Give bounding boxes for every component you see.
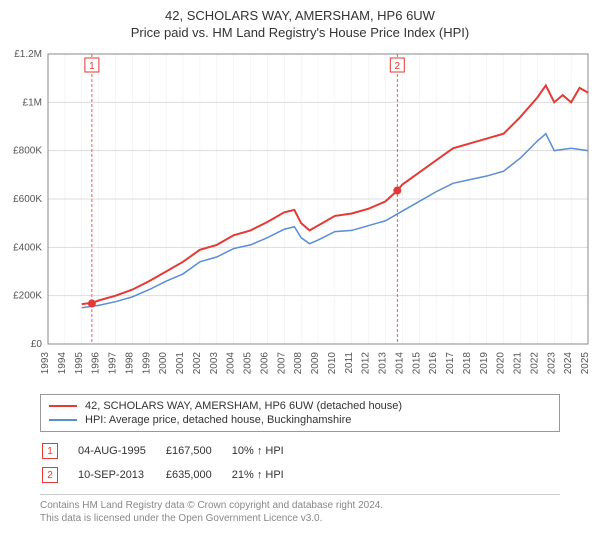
svg-text:1998: 1998 (124, 352, 135, 375)
chart-subtitle: Price paid vs. HM Land Registry's House … (0, 25, 600, 40)
svg-text:1994: 1994 (57, 352, 68, 375)
legend-item: HPI: Average price, detached house, Buck… (49, 413, 551, 427)
chart-title: 42, SCHOLARS WAY, AMERSHAM, HP6 6UW (0, 8, 600, 23)
marker-flag-number: 2 (395, 61, 401, 72)
svg-text:2002: 2002 (192, 352, 203, 375)
license-line: This data is licensed under the Open Gov… (40, 512, 560, 525)
svg-text:£600K: £600K (13, 194, 42, 205)
price-points-table: 1 04-AUG-1995£167,50010% ↑ HPI 2 10-SEP-201… (40, 438, 304, 488)
price-point-dot (394, 187, 401, 194)
svg-text:2012: 2012 (361, 352, 372, 375)
table-row: 1 04-AUG-1995£167,50010% ↑ HPI (42, 440, 302, 462)
license-line: Contains HM Land Registry data © Crown c… (40, 499, 560, 512)
svg-text:2013: 2013 (378, 352, 389, 375)
license-text: Contains HM Land Registry data © Crown c… (40, 494, 560, 525)
svg-text:2021: 2021 (513, 352, 524, 375)
svg-text:2025: 2025 (580, 352, 591, 375)
svg-text:2024: 2024 (563, 352, 574, 375)
svg-text:2009: 2009 (310, 352, 321, 375)
legend-box: 42, SCHOLARS WAY, AMERSHAM, HP6 6UW (det… (40, 394, 560, 432)
svg-text:2004: 2004 (226, 352, 237, 375)
svg-text:£200K: £200K (13, 291, 42, 302)
legend-item: 42, SCHOLARS WAY, AMERSHAM, HP6 6UW (det… (49, 399, 551, 413)
svg-text:2022: 2022 (529, 352, 540, 375)
svg-text:2005: 2005 (243, 352, 254, 375)
svg-text:£400K: £400K (13, 242, 42, 253)
legend-color-line (49, 419, 77, 421)
marker-price: £167,500 (166, 440, 230, 462)
table-row: 2 10-SEP-2013£635,00021% ↑ HPI (42, 464, 302, 486)
svg-text:2006: 2006 (259, 352, 270, 375)
svg-text:2014: 2014 (394, 352, 405, 375)
svg-text:2023: 2023 (546, 352, 557, 375)
svg-text:2015: 2015 (411, 352, 422, 375)
marker-delta: 21% ↑ HPI (232, 464, 302, 486)
svg-text:1997: 1997 (108, 352, 119, 375)
svg-text:1995: 1995 (74, 352, 85, 375)
svg-text:£1.2M: £1.2M (14, 49, 42, 60)
svg-text:2019: 2019 (479, 352, 490, 375)
svg-text:1993: 1993 (40, 352, 51, 375)
svg-text:2010: 2010 (327, 352, 338, 375)
svg-text:2018: 2018 (462, 352, 473, 375)
svg-text:2020: 2020 (496, 352, 507, 375)
legend-label: HPI: Average price, detached house, Buck… (85, 414, 351, 426)
marker-date: 10-SEP-2013 (78, 464, 164, 486)
svg-text:2000: 2000 (158, 352, 169, 375)
svg-text:2001: 2001 (175, 352, 186, 375)
svg-text:£1M: £1M (23, 97, 42, 108)
line-chart-svg: £0 £200K £400K £600K £800K £1M £1.2M 1993 1994 19… (0, 48, 600, 388)
svg-text:1996: 1996 (91, 352, 102, 375)
svg-text:£800K: £800K (13, 146, 42, 157)
svg-text:2017: 2017 (445, 352, 456, 375)
marker-number-box: 2 (42, 467, 58, 483)
svg-text:2011: 2011 (344, 352, 355, 374)
legend-color-line (49, 405, 77, 407)
svg-text:£0: £0 (31, 339, 43, 350)
legend-label: 42, SCHOLARS WAY, AMERSHAM, HP6 6UW (det… (85, 400, 402, 412)
price-point-dot (88, 300, 95, 307)
marker-delta: 10% ↑ HPI (232, 440, 302, 462)
chart-area: £0 £200K £400K £600K £800K £1M £1.2M 1993 1994 19… (0, 48, 600, 388)
svg-text:2016: 2016 (428, 352, 439, 375)
marker-number-box: 1 (42, 443, 58, 459)
svg-text:2007: 2007 (276, 352, 287, 375)
marker-date: 04-AUG-1995 (78, 440, 164, 462)
svg-text:2008: 2008 (293, 352, 304, 375)
marker-price: £635,000 (166, 464, 230, 486)
svg-text:2003: 2003 (209, 352, 220, 375)
svg-text:1999: 1999 (141, 352, 152, 375)
marker-flag-number: 1 (89, 61, 95, 72)
